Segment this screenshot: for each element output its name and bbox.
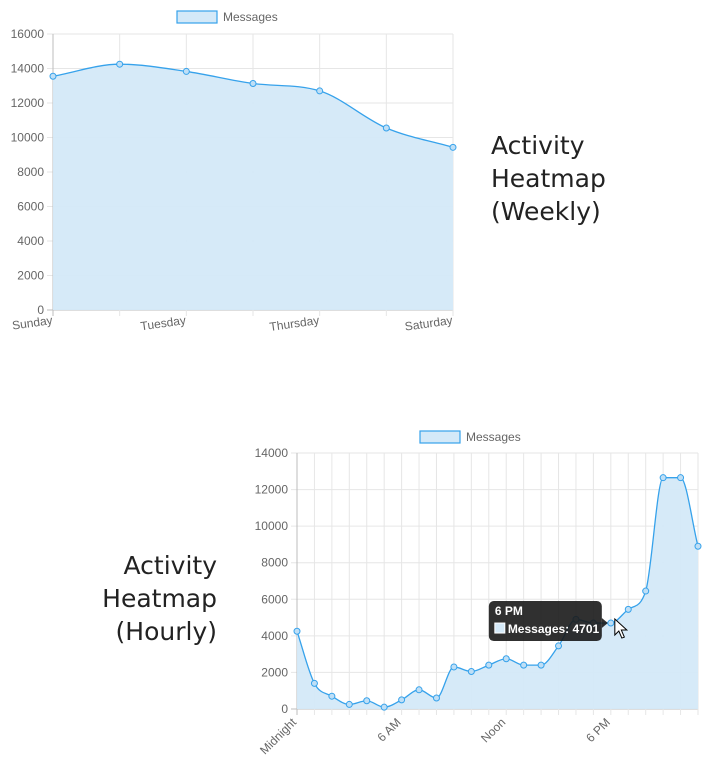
weekly-heading-line-3: (Weekly) [491,197,601,226]
hourly-series-area [297,477,698,709]
hourly-data-point[interactable] [624,605,632,613]
weekly-x-tick-label: Tuesday [140,313,187,333]
hourly-heading-line-3: (Hourly) [115,617,217,646]
hourly-data-point[interactable] [415,686,423,694]
hourly-tooltip: 6 PM Messages: 4701 [488,601,608,642]
hourly-data-point[interactable] [642,587,650,595]
weekly-y-tick-label: 16000 [11,27,45,41]
weekly-data-point[interactable] [116,60,124,68]
hourly-data-point[interactable] [345,700,353,708]
hourly-data-point[interactable] [485,661,493,669]
hourly-data-point[interactable] [450,663,458,671]
hourly-x-tick-label: Noon [478,715,508,745]
weekly-area-chart: Messages 0 2000 4000 6000 8000 10000 12000 14000… [11,10,457,334]
weekly-data-point[interactable] [182,67,190,75]
hourly-y-tick-label: 2000 [261,665,288,679]
hourly-data-point[interactable] [555,642,563,650]
hourly-x-tick-label: 6 PM [583,715,613,745]
hourly-legend: Messages [419,430,521,444]
weekly-data-point[interactable] [316,87,324,95]
hourly-tooltip-box [488,601,602,642]
hourly-data-point[interactable] [293,627,301,635]
weekly-x-tick-label: Thursday [269,313,320,334]
weekly-data-point[interactable] [449,143,457,151]
weekly-y-tick-label: 4000 [17,234,44,248]
hourly-y-tick-label: 8000 [261,556,288,570]
hourly-data-point[interactable] [607,619,615,627]
hourly-y-tick-label: 4000 [261,629,288,643]
weekly-heading: Activity Heatmap (Weekly) [491,129,606,228]
hourly-data-point[interactable] [659,474,667,482]
weekly-y-tick-label: 8000 [17,165,44,179]
hourly-heading-line-2: Heatmap [102,584,217,613]
weekly-data-point[interactable] [249,80,257,88]
weekly-legend: Messages [176,10,278,24]
hourly-x-tick-label: Midnight [257,715,299,757]
hourly-tooltip-label: Messages: 4701 [508,622,600,636]
weekly-y-tick-label: 2000 [17,269,44,283]
hourly-data-point[interactable] [677,474,685,482]
hourly-legend-label: Messages [466,430,521,444]
weekly-x-tick-label: Sunday [11,313,53,333]
weekly-y-tick-label: 12000 [11,96,45,110]
hourly-data-point[interactable] [363,697,371,705]
weekly-heading-line-1: Activity [491,131,585,160]
hourly-tooltip-swatch [494,622,506,634]
hourly-tooltip-title: 6 PM [495,604,523,618]
weekly-heading-line-2: Heatmap [491,164,606,193]
hourly-y-tick-label: 14000 [255,446,289,460]
weekly-series-area [53,64,453,310]
hourly-data-point[interactable] [398,696,406,704]
weekly-y-tick-label: 10000 [11,131,45,145]
hourly-y-tick-label: 10000 [255,519,289,533]
weekly-legend-swatch [176,10,218,24]
hourly-data-point[interactable] [537,661,545,669]
hourly-data-point[interactable] [502,655,510,663]
hourly-data-point[interactable] [380,703,388,711]
hourly-legend-swatch [419,430,461,444]
mouse-cursor-icon [614,617,629,639]
hourly-x-tick-label: 6 AM [374,715,403,744]
weekly-data-point[interactable] [382,124,390,132]
hourly-y-tick-label: 0 [281,702,288,716]
hourly-data-point[interactable] [520,661,528,669]
hourly-data-point[interactable] [328,692,336,700]
hourly-area-chart: Messages 0 2000 4000 6000 8000 10000 12000 14000… [255,430,702,757]
weekly-y-tick-label: 14000 [11,62,45,76]
hourly-data-point[interactable] [432,694,440,702]
weekly-y-tick-label: 0 [37,303,44,317]
hourly-data-point[interactable] [694,542,702,550]
weekly-data-point[interactable] [49,72,57,80]
hourly-heading-line-1: Activity [123,551,218,580]
weekly-legend-label: Messages [223,10,278,24]
hourly-data-point[interactable] [467,668,475,676]
hourly-y-tick-label: 12000 [255,483,289,497]
weekly-x-tick-label: Saturday [404,313,454,334]
hourly-data-point[interactable] [310,679,318,687]
hourly-y-tick-label: 6000 [261,592,288,606]
hourly-tooltip-caret [601,618,608,629]
weekly-y-tick-label: 6000 [17,200,44,214]
hourly-heading: Activity Heatmap (Hourly) [102,549,217,648]
